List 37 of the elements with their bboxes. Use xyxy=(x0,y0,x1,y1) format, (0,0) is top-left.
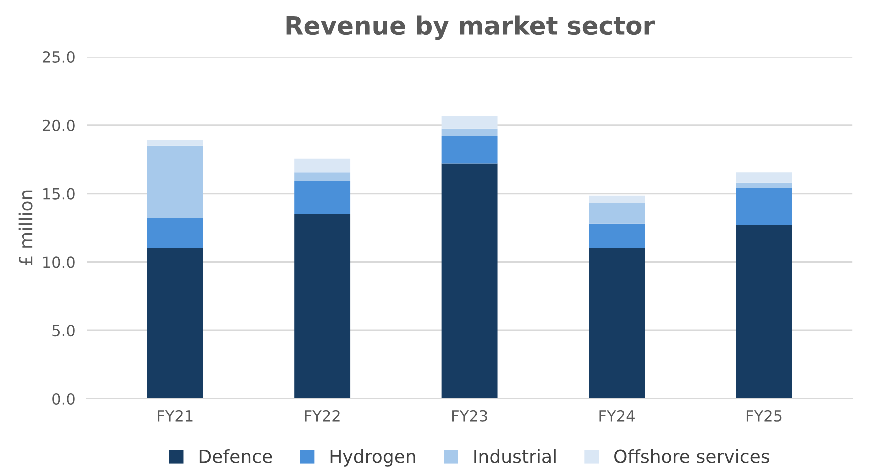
x-tick-label: FY22 xyxy=(305,410,340,422)
x-tick-label: FY23 xyxy=(452,410,488,422)
bar xyxy=(589,248,646,399)
y-tick-label: 0.0 xyxy=(52,393,75,406)
bar xyxy=(736,182,792,188)
bar xyxy=(294,172,351,182)
y-tick-label: 20.0 xyxy=(42,120,75,132)
bar xyxy=(442,116,498,129)
bar xyxy=(442,164,498,399)
x-tick-label: FY25 xyxy=(746,410,782,422)
bar xyxy=(294,158,351,173)
y-tick-label: 10.0 xyxy=(44,256,75,268)
legend-label: Hydrogen xyxy=(330,449,416,467)
y-tick-label: 25.0 xyxy=(42,51,75,64)
bar xyxy=(147,146,204,218)
bar xyxy=(442,128,498,136)
bar xyxy=(442,136,498,164)
bar xyxy=(589,203,646,224)
bar xyxy=(147,218,204,249)
bar xyxy=(589,224,646,249)
bar xyxy=(736,172,792,183)
y-tick-label: 15.0 xyxy=(44,188,75,200)
bar xyxy=(147,248,204,399)
bar xyxy=(294,214,351,399)
legend-label: Defence xyxy=(200,449,272,464)
bar xyxy=(736,188,792,226)
x-tick-label: FY24 xyxy=(600,410,635,422)
legend-label: Industrial xyxy=(474,449,556,464)
bar xyxy=(294,181,351,214)
y-tick-label: 5.0 xyxy=(52,325,75,337)
x-tick-label: FY21 xyxy=(158,410,193,422)
bar xyxy=(736,225,792,399)
legend-label: Offshore services xyxy=(614,449,770,464)
chart-title: Revenue by market sector xyxy=(286,16,656,40)
bar xyxy=(147,140,204,146)
bar xyxy=(589,196,646,204)
y-axis-title: £ million xyxy=(18,190,33,266)
